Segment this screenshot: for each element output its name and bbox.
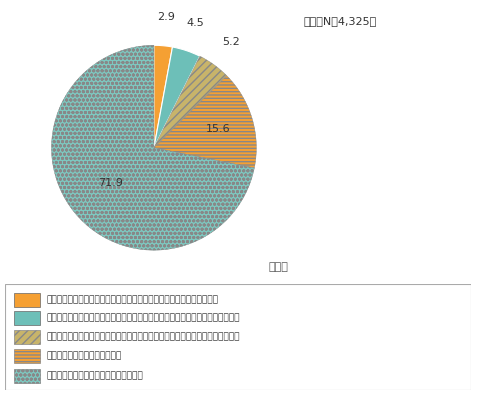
Wedge shape [154, 76, 256, 168]
Text: 71.9: 71.9 [97, 178, 122, 188]
Text: 2.9: 2.9 [156, 12, 174, 22]
Bar [14, 293, 40, 307]
Wedge shape [154, 47, 199, 148]
Text: 元々実施してきており、（今回特別という訳でなく）通常通り実施した: 元々実施してきており、（今回特別という訳でなく）通常通り実施した [47, 295, 218, 304]
Text: 元々実施したことはなかったが、今回、対策の一環として（はじめて）実施した: 元々実施したことはなかったが、今回、対策の一環として（はじめて）実施した [47, 333, 240, 341]
Text: 実施したかったが出来なかった: 実施したかったが出来なかった [47, 351, 122, 361]
Wedge shape [51, 45, 254, 250]
Text: 5.2: 5.2 [222, 37, 240, 46]
Wedge shape [154, 45, 172, 148]
Text: 実施するつもりもなく、実施しなかった: 実施するつもりもなく、実施しなかった [47, 372, 143, 381]
Text: 4.5: 4.5 [186, 19, 204, 28]
Bar [14, 349, 40, 363]
Text: 全体（N＝4,325）: 全体（N＝4,325） [302, 16, 375, 26]
Bar [14, 330, 40, 344]
Bar [14, 369, 40, 383]
Text: 元々実施したことはあったが、今回、対策の一環として（あらためて）実施した: 元々実施したことはあったが、今回、対策の一環として（あらためて）実施した [47, 313, 240, 322]
Bar [14, 311, 40, 325]
Text: 15.6: 15.6 [205, 124, 229, 134]
Text: （％）: （％） [268, 262, 288, 272]
Wedge shape [154, 56, 226, 148]
